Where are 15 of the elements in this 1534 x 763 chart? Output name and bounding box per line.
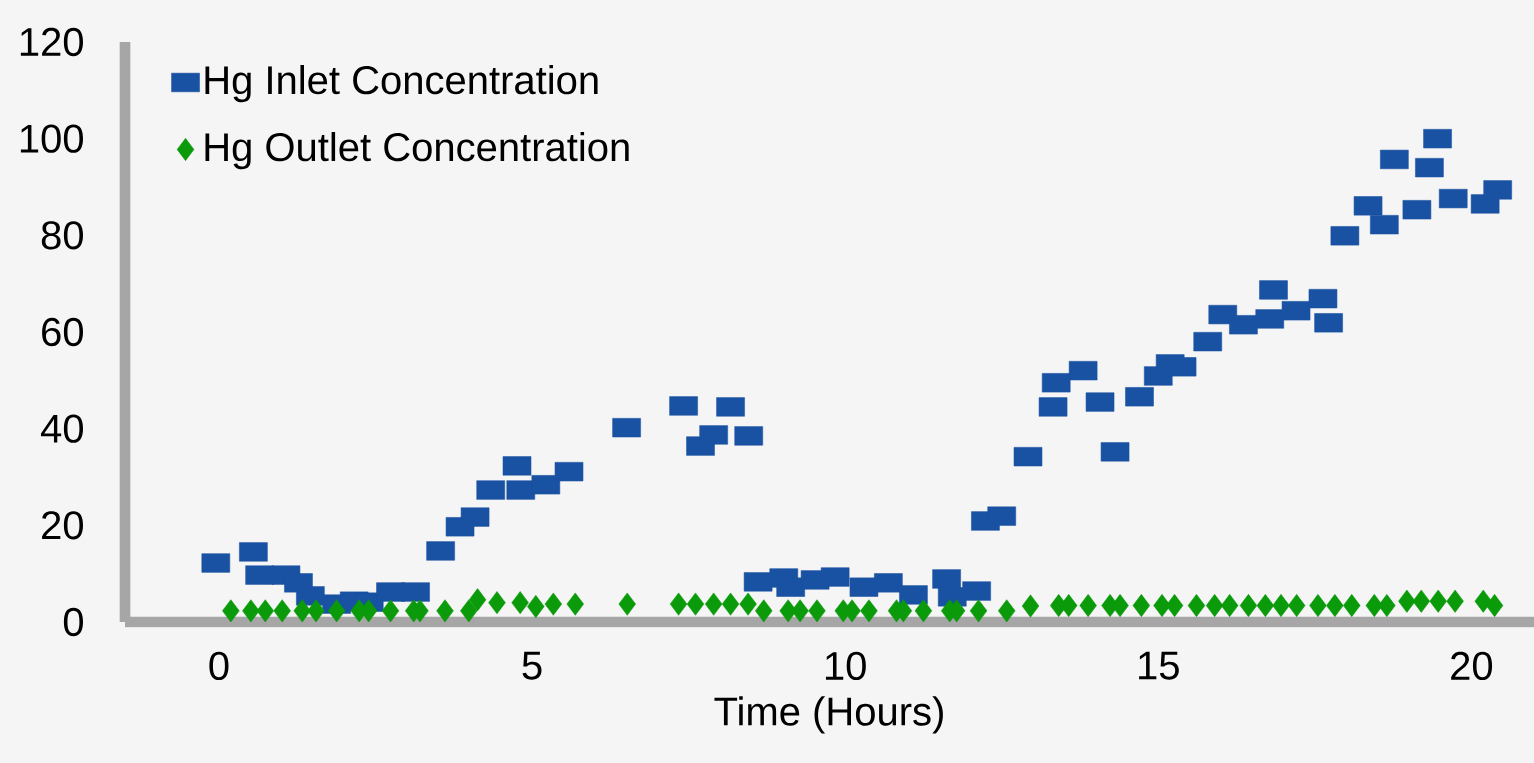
y-tick-label: 120	[20, 27, 83, 57]
legend-label: Hg Inlet Concentration	[205, 64, 598, 103]
y-tick-label: 80	[41, 221, 83, 250]
y-tick-label: 40	[41, 414, 83, 443]
x-tick-label: 5	[522, 651, 542, 680]
x-tick-label: 15	[1139, 651, 1179, 680]
legend-label: Hg Outlet Concentration	[205, 131, 629, 170]
x-tick-label: 10	[825, 651, 866, 681]
y-tick-label: 20	[42, 511, 83, 540]
y-tick-label: 0	[63, 607, 83, 637]
x-tick-label: 20	[1451, 651, 1493, 681]
y-tick-label: 100	[20, 124, 83, 153]
x-tick-label: 0	[209, 651, 229, 681]
y-tick-label: 60	[42, 317, 83, 347]
x-axis-title: Time (Hours)	[714, 696, 943, 734]
